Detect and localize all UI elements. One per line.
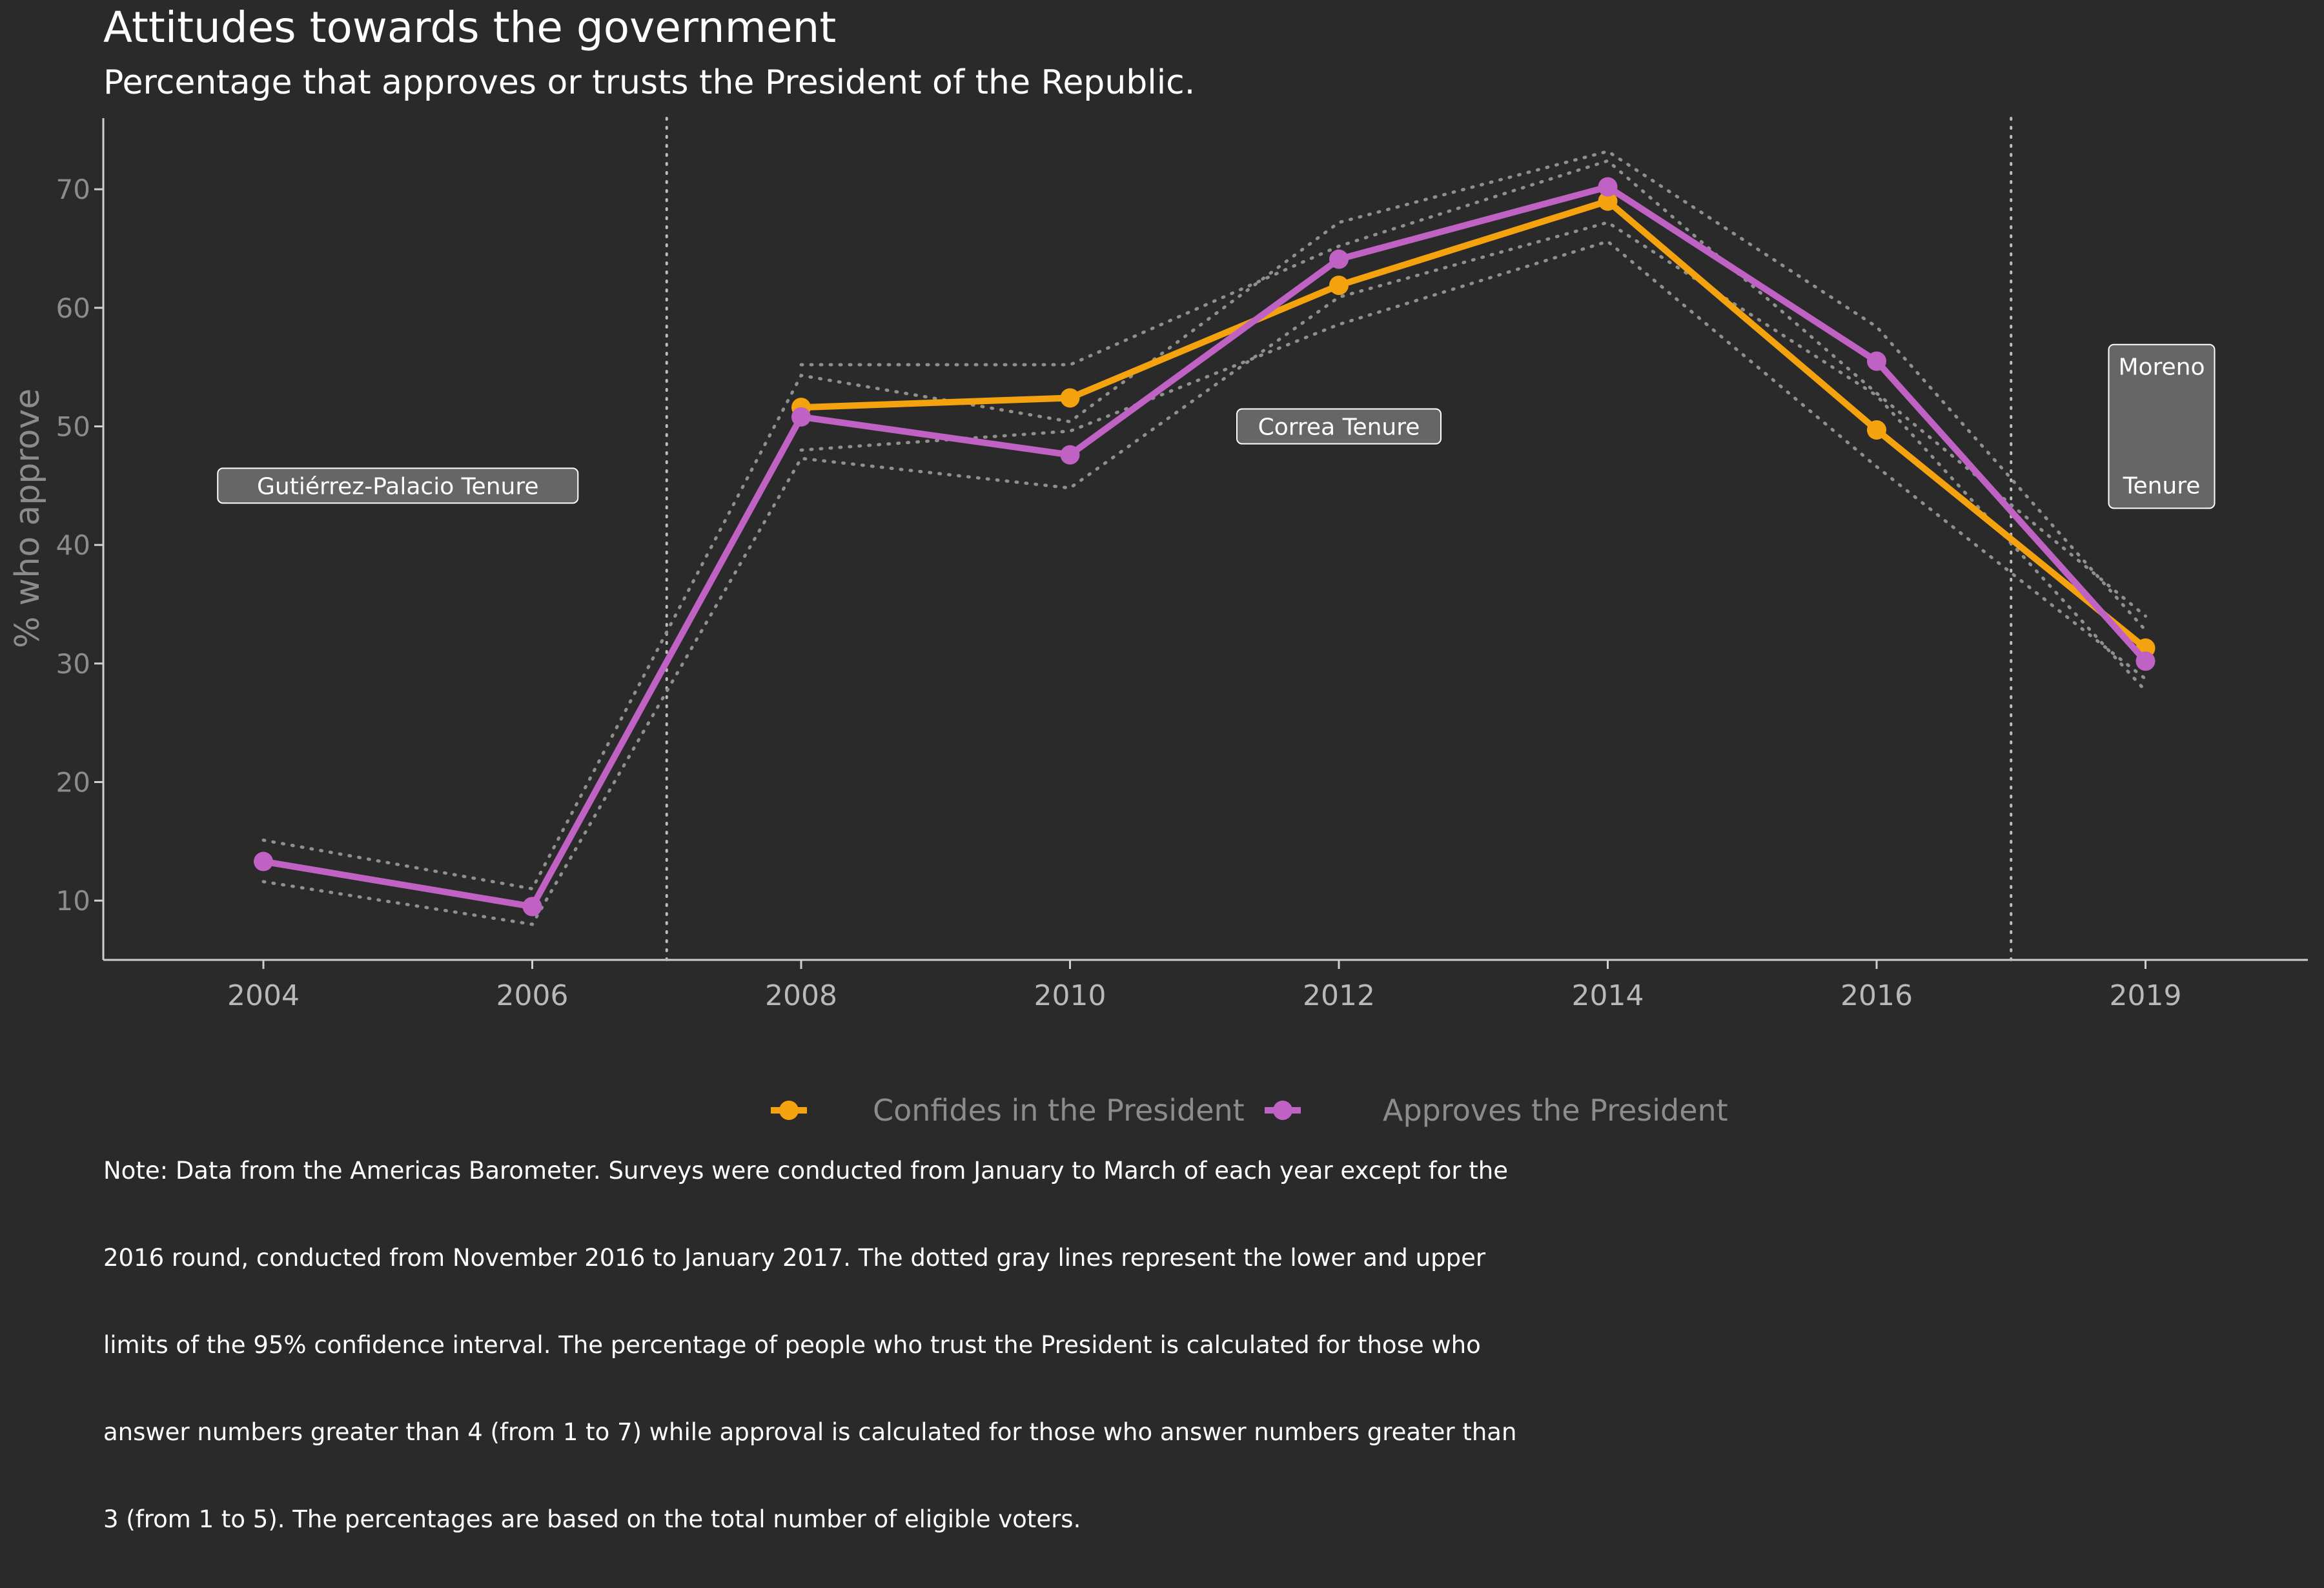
data-point <box>1060 388 1080 408</box>
x-tick-label: 2016 <box>1840 979 1913 1012</box>
annotation-text: Tenure <box>2123 473 2201 499</box>
y-tick-label: 30 <box>56 648 90 680</box>
data-point <box>254 851 273 871</box>
data-point <box>2135 651 2156 671</box>
chart-title: Attitudes towards the government <box>103 3 836 52</box>
x-tick-label: 2004 <box>227 979 300 1012</box>
annotation-label: Gutiérrez-Palacio Tenure <box>217 467 579 504</box>
y-axis-label: % who approve <box>8 389 47 648</box>
data-point <box>1867 351 1886 371</box>
legend-label: Approves the President <box>1383 1093 1728 1128</box>
note-line: 3 (from 1 to 5). The percentages are bas… <box>103 1505 1081 1533</box>
annotation-box <box>2108 343 2216 509</box>
data-point <box>1329 249 1349 269</box>
series-line <box>800 198 2148 651</box>
ci-line <box>799 239 2147 681</box>
y-tick-label: 20 <box>56 767 90 799</box>
x-tick-label: 2019 <box>2110 979 2182 1012</box>
y-tick-label: 10 <box>56 885 90 917</box>
data-point <box>1867 420 1886 440</box>
chart-subtitle: Percentage that approves or trusts the P… <box>103 63 1195 102</box>
series-line <box>263 183 2148 910</box>
plot-area: 10 20 30 40 50 60 70 2004 2006 2008 2010 2012 2014 20… <box>56 117 2308 1012</box>
note-line: Note: Data from the Americas Barometer. … <box>103 1157 1509 1185</box>
x-tick-label: 2006 <box>496 979 569 1012</box>
annotation-text: Moreno <box>2118 354 2205 381</box>
annotation-label: Moreno Tenure <box>2108 343 2216 509</box>
note-line: limits of the 95% confidence interval. T… <box>103 1331 1481 1359</box>
x-tick-label: 2014 <box>1572 979 1644 1012</box>
legend-label: Confides in the President <box>873 1093 1245 1128</box>
ci-line <box>261 220 2147 926</box>
ci-line <box>261 149 2147 891</box>
annotation-box <box>1236 408 1442 445</box>
note: Note: Data from the Americas Barometer. … <box>103 1152 1653 1588</box>
y-tick-label: 40 <box>56 529 90 561</box>
y-tick-label: 50 <box>56 411 90 443</box>
annotation-text: Correa Tenure <box>1258 414 1420 441</box>
data-point <box>522 897 542 917</box>
note-line: answer numbers greater than 4 (from 1 to… <box>103 1418 1517 1446</box>
annotation-label: Correa Tenure <box>1236 408 1442 445</box>
chart: Attitudes towards the government Percent… <box>8 3 2308 1128</box>
note-line: 2016 round, conducted from November 2016… <box>103 1244 1486 1272</box>
legend-key-point <box>1273 1101 1292 1120</box>
data-point <box>1329 275 1349 295</box>
legend-key-point <box>779 1101 799 1120</box>
data-point <box>791 407 811 427</box>
data-point <box>1060 445 1080 465</box>
x-tick-label: 2012 <box>1303 979 1375 1012</box>
annotation-text: Gutiérrez-Palacio Tenure <box>257 473 538 500</box>
data-point <box>1598 177 1618 197</box>
y-tick-label: 70 <box>56 174 90 205</box>
x-tick-label: 2010 <box>1034 979 1106 1012</box>
ci-line <box>799 159 2147 618</box>
legend: Confides in the President Approves the Pr… <box>771 1093 1728 1128</box>
y-tick-label: 60 <box>56 292 90 324</box>
annotation-box <box>217 467 579 504</box>
x-tick-label: 2008 <box>765 979 837 1012</box>
data-point <box>1598 191 1618 211</box>
